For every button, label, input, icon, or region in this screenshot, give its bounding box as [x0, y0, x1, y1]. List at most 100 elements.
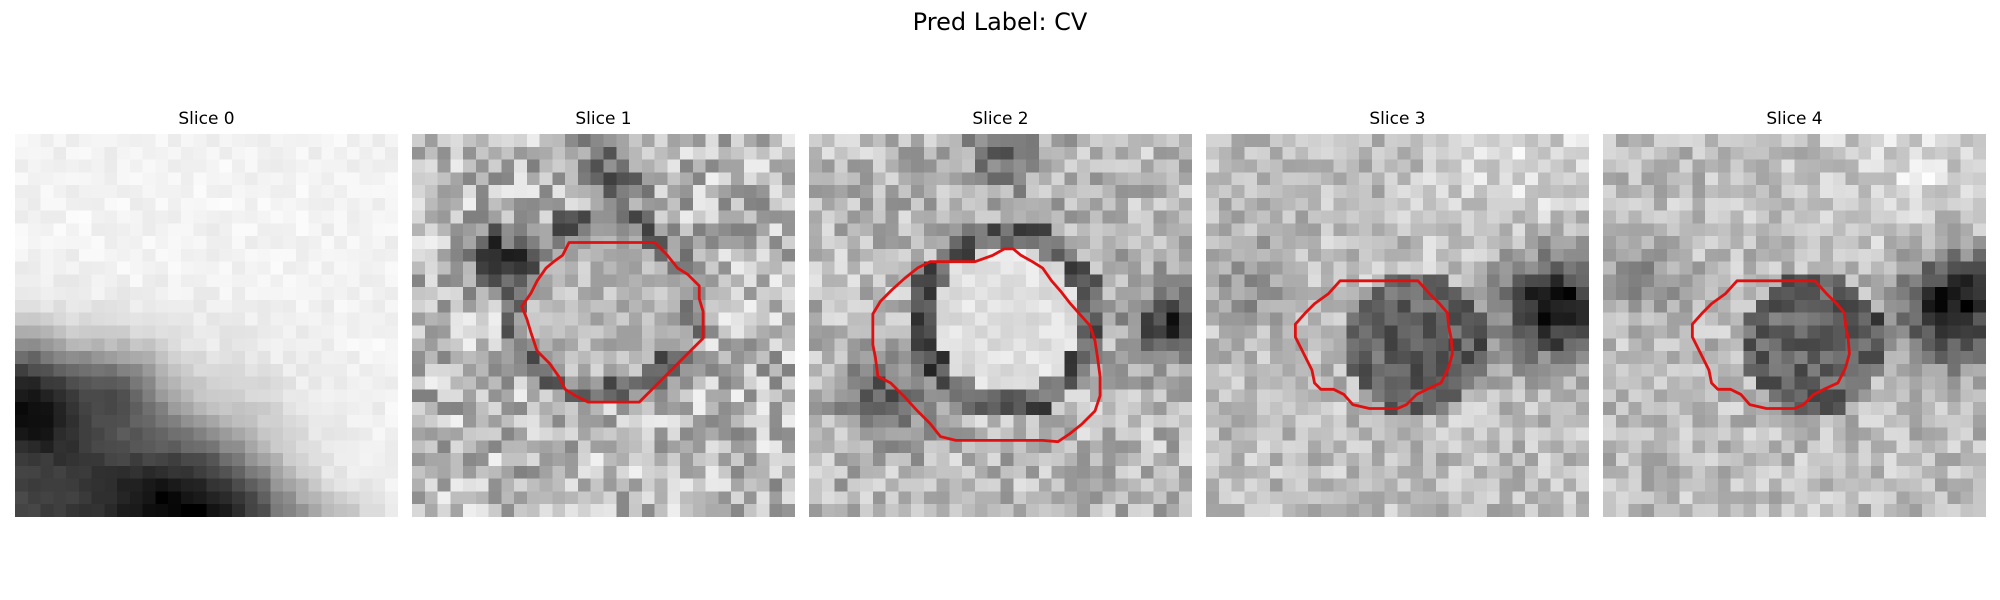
image-pixel [1115, 274, 1129, 288]
image-pixel [424, 504, 438, 517]
image-pixel [1064, 312, 1078, 326]
image-pixel [1423, 325, 1437, 339]
image-pixel [1282, 465, 1296, 479]
image-pixel [1051, 248, 1065, 262]
image-pixel [936, 236, 950, 250]
image-pixel [450, 299, 464, 313]
image-pixel [1077, 389, 1091, 403]
image-pixel [1333, 478, 1347, 492]
image-pixel [782, 389, 795, 403]
image-pixel [346, 274, 360, 288]
image-pixel [629, 325, 643, 339]
image-pixel [1308, 248, 1322, 262]
image-pixel [155, 146, 169, 160]
image-pixel [1179, 261, 1192, 275]
image-pixel [27, 325, 41, 339]
image-pixel [769, 478, 783, 492]
image-pixel [1743, 134, 1757, 148]
image-pixel [1064, 236, 1078, 250]
image-pixel [40, 453, 54, 467]
image-pixel [334, 389, 348, 403]
image-pixel [1499, 402, 1513, 416]
image-pixel [821, 504, 835, 517]
image-pixel [1730, 453, 1744, 467]
image-pixel [1871, 287, 1885, 301]
image-pixel [412, 185, 426, 199]
image-pixel [1973, 325, 1986, 339]
image-pixel [270, 427, 284, 441]
image-pixel [1692, 146, 1706, 160]
image-pixel [168, 504, 182, 517]
image-pixel [91, 146, 105, 160]
image-pixel [1308, 427, 1322, 441]
image-pixel [1115, 363, 1129, 377]
image-pixel [1896, 389, 1910, 403]
image-pixel [1461, 504, 1475, 517]
image-pixel [450, 351, 464, 365]
image-pixel [78, 197, 92, 211]
image-pixel [1807, 491, 1821, 505]
image-pixel [667, 351, 681, 365]
image-pixel [514, 453, 528, 467]
image-pixel [526, 299, 540, 313]
image-pixel [577, 274, 591, 288]
image-pixel [1628, 134, 1642, 148]
image-pixel [1038, 236, 1052, 250]
image-pixel [359, 210, 373, 224]
image-pixel [1550, 146, 1564, 160]
image-pixel [1820, 197, 1834, 211]
image-pixel [847, 376, 861, 390]
image-pixel [1371, 440, 1385, 454]
image-pixel [142, 197, 156, 211]
image-pixel [15, 261, 29, 275]
image-pixel [565, 325, 579, 339]
image-pixel [1768, 299, 1782, 313]
image-pixel [514, 172, 528, 186]
image-pixel [1628, 146, 1642, 160]
image-pixel [1257, 427, 1271, 441]
image-pixel [1628, 402, 1642, 416]
image-pixel [1641, 134, 1655, 148]
image-pixel [1641, 159, 1655, 173]
image-pixel [295, 159, 309, 173]
image-pixel [1128, 504, 1142, 517]
image-pixel [1320, 210, 1334, 224]
image-pixel [1218, 414, 1232, 428]
image-pixel [1603, 248, 1617, 262]
image-pixel [769, 402, 783, 416]
image-pixel [1026, 134, 1040, 148]
image-pixel [1333, 210, 1347, 224]
image-pixel [193, 363, 207, 377]
image-pixel [1333, 299, 1347, 313]
image-pixel [577, 414, 591, 428]
image-pixel [424, 312, 438, 326]
image-pixel [78, 376, 92, 390]
image-pixel [1282, 453, 1296, 467]
image-pixel [731, 172, 745, 186]
image-pixel [1717, 465, 1731, 479]
image-pixel [949, 465, 963, 479]
image-pixel [821, 453, 835, 467]
image-pixel [206, 223, 220, 237]
image-pixel [1499, 478, 1513, 492]
image-pixel [923, 236, 937, 250]
image-pixel [104, 287, 118, 301]
image-pixel [1077, 274, 1091, 288]
image-pixel [1934, 261, 1948, 275]
image-pixel [1512, 363, 1526, 377]
image-pixel [590, 351, 604, 365]
image-pixel [1934, 287, 1948, 301]
image-pixel [206, 376, 220, 390]
image-pixel [1231, 351, 1245, 365]
image-pixel [1654, 197, 1668, 211]
image-pixel [334, 504, 348, 517]
image-pixel [117, 287, 131, 301]
image-pixel [1576, 274, 1589, 288]
image-pixel [923, 414, 937, 428]
image-pixel [1000, 261, 1014, 275]
image-pixel [756, 197, 770, 211]
image-pixel [1717, 491, 1731, 505]
image-pixel [1448, 427, 1462, 441]
image-pixel [1179, 299, 1192, 313]
image-pixel [1115, 376, 1129, 390]
